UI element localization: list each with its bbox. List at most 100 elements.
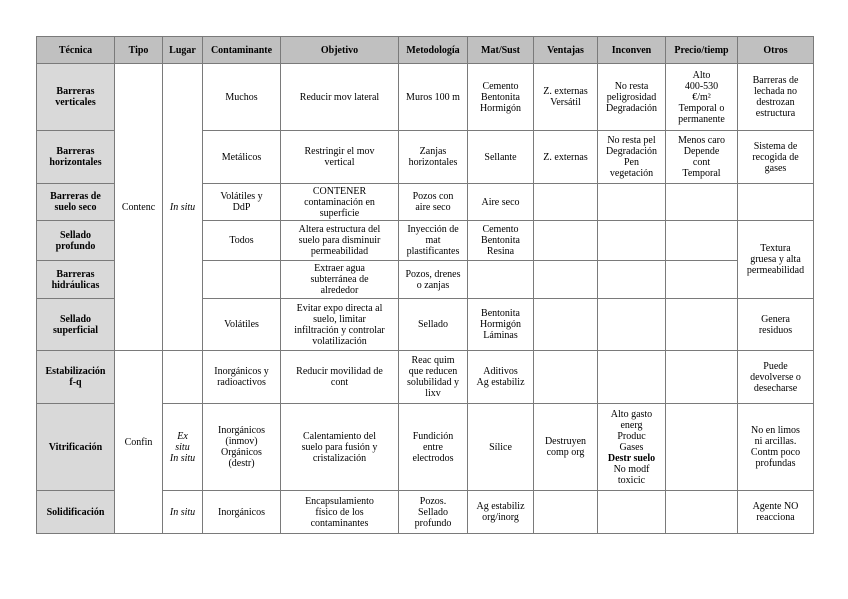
column-header: Contaminante: [202, 36, 281, 64]
inconven-cell: [597, 490, 666, 534]
contaminante-cell: Metálicos: [202, 130, 281, 184]
objetivo-cell: Extraer agua subterránea de alrededor: [280, 260, 399, 299]
otros-cell: Agente NO reacciona: [737, 490, 814, 534]
otros-cell: [737, 183, 814, 221]
ventajas-cell: Z. externas Versátil: [533, 63, 598, 131]
objetivo-cell: CONTENER contaminación en superficie: [280, 183, 399, 221]
table-row: Barreras de suelo seco Volátiles y DdP CON…: [36, 183, 814, 221]
objetivo-cell: Encapsulamiento físico de los contaminan…: [280, 490, 399, 534]
objetivo-cell: Restringir el mov vertical: [280, 130, 399, 184]
otros-cell: Textura gruesa y alta permeabilidad: [737, 220, 814, 299]
tecnica-cell: Barreras verticales: [36, 63, 115, 131]
column-header: Otros: [737, 36, 814, 64]
precio-cell: [665, 403, 738, 491]
contaminante-cell: Inorgánicos: [202, 490, 281, 534]
ventajas-cell: [533, 260, 598, 299]
tecnica-cell: Barreras de suelo seco: [36, 183, 115, 221]
otros-cell: Puede devolverse o desecharse: [737, 350, 814, 404]
column-header: Tipo: [114, 36, 163, 64]
column-header: Ventajas: [533, 36, 598, 64]
table-row: Solidificación In situ Inorgánicos Encapsul…: [36, 490, 814, 534]
mat-cell: Sellante: [467, 130, 534, 184]
metodologia-cell: Muros 100 m: [398, 63, 468, 131]
ventajas-cell: [533, 350, 598, 404]
precio-cell: Alto 400-530 €/m² Temporal o permanente: [665, 63, 738, 131]
tecnica-cell: Sellado superficial: [36, 298, 115, 351]
metodologia-cell: Reac quim que reducen solubilidad y lixv: [398, 350, 468, 404]
metodologia-cell: Zanjas horizontales: [398, 130, 468, 184]
lugar-cell: Ex situ In situ: [162, 403, 203, 491]
mat-cell: Aditivos Ag estabiliz: [467, 350, 534, 404]
column-header: Técnica: [36, 36, 115, 64]
objetivo-cell: Reducir movilidad de cont: [280, 350, 399, 404]
inconven-cell: No resta pel Degradación Pen vegetación: [597, 130, 666, 184]
ventajas-cell: [533, 298, 598, 351]
objetivo-cell: Altera estructura del suelo para disminu…: [280, 220, 399, 261]
tecnica-cell: Vitrificación: [36, 403, 115, 491]
tecnica-cell: Estabilización f-q: [36, 350, 115, 404]
lugar-cell: In situ: [162, 63, 203, 351]
tecnica-cell: Solidificación: [36, 490, 115, 534]
column-header: Mat/Sust: [467, 36, 534, 64]
ventajas-cell: Destruyen comp org: [533, 403, 598, 491]
ventajas-cell: [533, 490, 598, 534]
table-row: Barreras verticales Contenc In situ Muchos R…: [36, 63, 814, 351]
metodologia-cell: Fundición entre electrodos: [398, 403, 468, 491]
column-header: Metodología: [398, 36, 468, 64]
precio-cell: [665, 490, 738, 534]
mat-cell: Aire seco: [467, 183, 534, 221]
column-header: Lugar: [162, 36, 203, 64]
mat-cell: Sílice: [467, 403, 534, 491]
objetivo-cell: Calentamiento del suelo para fusión y cr…: [280, 403, 399, 491]
mat-cell: [467, 260, 534, 299]
remediation-techniques-table: Técnica Tipo Lugar Contaminante Objetivo Meto…: [36, 36, 814, 534]
lugar-cell: [162, 350, 203, 404]
tecnica-cell: Barreras hidráulicas: [36, 260, 115, 299]
metodologia-cell: Pozos, drenes o zanjas: [398, 260, 468, 299]
contaminante-cell: Muchos: [202, 63, 281, 131]
metodologia-cell: Sellado: [398, 298, 468, 351]
table-row: Barreras horizontales Metálicos Restringir…: [36, 130, 814, 184]
mat-cell: Cemento Bentonita Hormigón: [467, 63, 534, 131]
inconven-cell: [597, 298, 666, 351]
lugar-cell: In situ: [162, 490, 203, 534]
precio-cell: [665, 298, 738, 351]
objetivo-cell: Evitar expo directa al suelo, limitar in…: [280, 298, 399, 351]
inconven-cell: [597, 350, 666, 404]
mat-cell: Bentonita Hormigón Láminas: [467, 298, 534, 351]
precio-cell: [665, 260, 738, 299]
column-header: Precio/tiemp: [665, 36, 738, 64]
inconven-text: Alto gasto energ Produc Gases: [610, 408, 653, 453]
precio-cell: Menos caro Depende cont Temporal: [665, 130, 738, 184]
inconven-text: No modf toxicic: [613, 463, 650, 486]
inconven-cell: [597, 260, 666, 299]
mat-cell: Ag estabiliz org/inorg: [467, 490, 534, 534]
contaminante-cell: Inorgánicos y radioactivos: [202, 350, 281, 404]
ventajas-cell: Z. externas: [533, 130, 598, 184]
ventajas-cell: [533, 220, 598, 261]
precio-cell: [665, 183, 738, 221]
metodologia-cell: Pozos con aire seco: [398, 183, 468, 221]
inconven-cell: [597, 220, 666, 261]
contaminante-cell: Volátiles: [202, 298, 281, 351]
table-row: Estabilización f-q Confin Inorgánicos y ra…: [36, 350, 814, 534]
contaminante-cell: Inorgánicos (inmov) Orgánicos (destr): [202, 403, 281, 491]
otros-cell: Sistema de recogida de gases: [737, 130, 814, 184]
mat-cell: Cemento Bentonita Resina: [467, 220, 534, 261]
metodologia-cell: Pozos. Sellado profundo: [398, 490, 468, 534]
otros-cell: Barreras de lechada no destrozan estruct…: [737, 63, 814, 131]
precio-cell: [665, 220, 738, 261]
tipo-cell: Contenc: [114, 63, 163, 351]
inconven-cell: No resta peligrosidad Degradación: [597, 63, 666, 131]
table-row: Sellado superficial Volátiles Evitar expo …: [36, 298, 814, 351]
ventajas-cell: [533, 183, 598, 221]
column-header: Inconven: [597, 36, 666, 64]
metodologia-cell: Inyección de mat plastificantes: [398, 220, 468, 261]
contaminante-cell: Todos: [202, 220, 281, 261]
inconven-bold-text: Destr suelo: [607, 452, 656, 464]
otros-cell: Genera residuos: [737, 298, 814, 351]
contaminante-cell: [202, 260, 281, 299]
tecnica-cell: Sellado profundo: [36, 220, 115, 261]
header-row: Técnica Tipo Lugar Contaminante Objetivo Meto…: [36, 36, 814, 64]
inconven-cell: [597, 183, 666, 221]
